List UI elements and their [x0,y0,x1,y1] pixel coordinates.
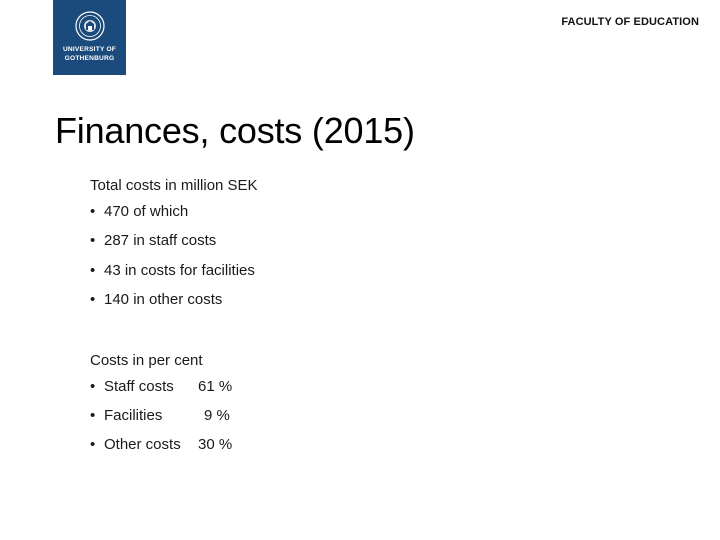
bullet-icon: • [90,290,96,308]
bullet-icon: • [90,261,96,279]
costs-percent-section: Costs in per cent • Staff costs 61 % • F… [90,352,232,465]
faculty-name: FACULTY OF EDUCATION [561,16,699,28]
list-item: • 287 in staff costs [90,232,258,261]
logo-text-line2: GOTHENBURG [64,55,115,62]
bullet-icon: • [90,436,96,453]
cost-percent-value: 61 % [198,378,233,395]
university-seal-icon [74,11,105,41]
list-item: • Facilities 9 % [90,407,232,436]
costs-million-heading: Total costs in million SEK [90,177,258,194]
costs-million-section: Total costs in million SEK • 470 of whic… [90,177,258,320]
list-item: • Other costs 30 % [90,436,232,465]
cost-percent-value: 30 % [198,436,233,453]
cost-category-label: Facilities [104,407,163,424]
slide-title: Finances, costs (2015) [55,110,415,151]
list-item-text: 470 of which [104,203,189,220]
cost-percent-value: 9 % [204,407,230,424]
costs-percent-heading: Costs in per cent [90,352,203,369]
list-item: • 470 of which [90,203,258,232]
university-logo: UNIVERSITY OF GOTHENBURG [53,0,126,75]
list-item-text: 43 in costs for facilities [104,261,255,279]
bullet-icon: • [90,232,96,250]
list-item-text: 140 in other costs [104,290,223,308]
bullet-icon: • [90,378,96,395]
logo-text-line1: UNIVERSITY OF [62,46,117,53]
cost-category-label: Staff costs [104,378,174,395]
cost-category-label: Other costs [104,436,181,453]
bullet-icon: • [90,203,96,220]
list-item: • 140 in other costs [90,291,258,320]
list-item: • 43 in costs for facilities [90,262,258,291]
list-item-text: 287 in staff costs [104,232,217,250]
list-item: • Staff costs 61 % [90,378,232,407]
bullet-icon: • [90,407,96,424]
